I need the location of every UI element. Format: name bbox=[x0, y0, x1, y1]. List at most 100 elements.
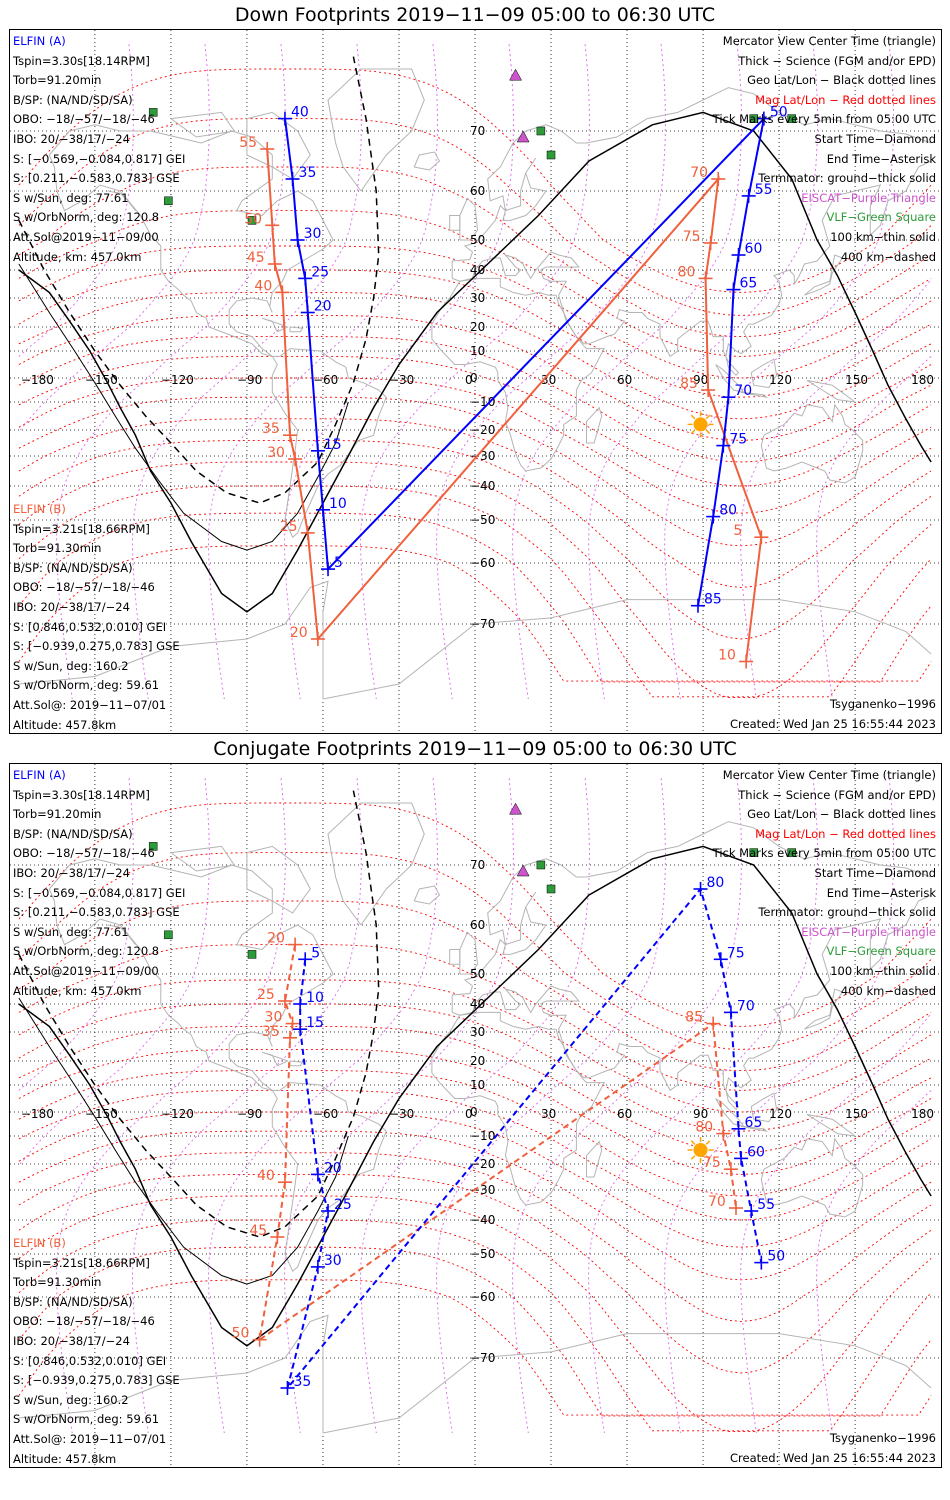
stations bbox=[148, 68, 796, 225]
mag-lat-line bbox=[18, 68, 932, 293]
lat-label: 30 bbox=[470, 291, 485, 305]
map-legend: Mercator View Center Time (triangle) Thic… bbox=[713, 32, 936, 267]
legend-entry: EISCAT−Purple Triangle bbox=[801, 924, 936, 939]
legend-entry: Thick − Science (FGM and/or EPD) bbox=[738, 787, 936, 802]
lat-label: −50 bbox=[470, 513, 495, 527]
stations bbox=[148, 802, 796, 959]
info-line: IBO: 20/−38/17/−24 bbox=[13, 131, 130, 146]
down-panel-title: Down Footprints 2019−11−09 05:00 to 06:3… bbox=[234, 4, 716, 26]
coastline bbox=[741, 1125, 768, 1133]
lat-label: 40 bbox=[470, 263, 485, 277]
lon-label: −120 bbox=[161, 373, 194, 387]
model-label: Tsyganenko−1996 bbox=[829, 697, 936, 711]
mag-lon-line bbox=[664, 778, 895, 1434]
coastline bbox=[452, 894, 932, 1111]
conjugate-map-canvas: −180 −150 −120 −90 −60 −30 0 30 60 90 120 150 180706… bbox=[10, 764, 941, 1467]
tick-label: 80 bbox=[707, 875, 725, 891]
map-legend: Mercator View Center Time (triangle) Thic… bbox=[713, 766, 936, 1001]
lat-label: 70 bbox=[470, 124, 485, 138]
coastline bbox=[18, 1314, 329, 1433]
tick-label: 55 bbox=[239, 135, 257, 151]
mag-lon-line bbox=[436, 778, 666, 1434]
coastline bbox=[246, 845, 311, 914]
info-line: Tspin=3.30s[18.14RPM] bbox=[13, 53, 150, 68]
mag-lat-line bbox=[18, 1279, 932, 1416]
mag-lon-line bbox=[512, 778, 742, 1434]
mag-lat-line bbox=[18, 269, 932, 398]
info-line: S w/Sun, deg: 77.61 bbox=[13, 924, 129, 939]
coastline bbox=[431, 277, 606, 472]
mag-lon-line bbox=[208, 778, 438, 1434]
lat-label: −20 bbox=[470, 1157, 495, 1171]
sun-icon bbox=[687, 411, 714, 438]
info-line: S: [−0.569,−0.084,0.817] GEI bbox=[13, 151, 186, 166]
vlf-square-icon bbox=[546, 884, 556, 894]
info-line: Altitude, km: 457.0km bbox=[13, 249, 142, 264]
vlf-square-icon bbox=[536, 126, 546, 136]
lat-label: 0 bbox=[470, 371, 478, 385]
mag-lon-line bbox=[816, 356, 932, 700]
coastline bbox=[246, 111, 311, 180]
mag-lon-line bbox=[18, 778, 134, 1091]
mag-lon-line bbox=[816, 1090, 932, 1434]
lon-label: −180 bbox=[21, 373, 54, 387]
info-line: S w/OrbNorm, deg: 59.61 bbox=[13, 1412, 160, 1427]
tick-label: 85 bbox=[685, 1010, 703, 1026]
tick-label: 50 bbox=[232, 1326, 250, 1342]
coastline bbox=[48, 858, 387, 1273]
info-line: S w/Sun, deg: 160.2 bbox=[13, 1392, 129, 1407]
down-footprints-map: −180 −150 −120 −90 −60 −30 0 30 60 90 120 150 180 70 6… bbox=[9, 29, 942, 734]
tick-label: 50 bbox=[770, 105, 788, 121]
lat-label: −40 bbox=[470, 479, 495, 493]
info-line: Torb=91.20min bbox=[13, 73, 102, 88]
legend-entry: Terminator: ground−thick solid bbox=[758, 171, 936, 186]
mag-lon-line bbox=[360, 44, 590, 700]
coastline bbox=[18, 580, 329, 699]
mag-lon-line bbox=[19, 44, 210, 431]
tick-label: 25 bbox=[334, 1197, 352, 1213]
lat-label: 60 bbox=[470, 918, 485, 932]
legend-entry: Start Time−Diamond bbox=[814, 131, 936, 146]
info-line: Torb=91.30min bbox=[13, 541, 102, 556]
info-line: S w/OrbNorm, deg: 59.61 bbox=[13, 678, 160, 693]
coastline bbox=[289, 1060, 304, 1067]
mag-lat-line bbox=[18, 1246, 932, 1417]
lon-label: 90 bbox=[693, 1107, 708, 1121]
terminator bbox=[18, 56, 932, 613]
mag-lat-line bbox=[18, 396, 932, 547]
legend-entry: Start Time−Diamond bbox=[814, 865, 936, 880]
sun-ray bbox=[705, 414, 711, 420]
tick-label: 30 bbox=[304, 226, 322, 242]
info-line: Tspin=3.21s[18.66RPM] bbox=[13, 521, 150, 536]
mag-lon-line bbox=[284, 778, 514, 1434]
coastline bbox=[750, 358, 778, 389]
info-line: OBO: −18/−57/−18/−46 bbox=[13, 846, 155, 861]
lon-label: −60 bbox=[313, 1107, 338, 1121]
tick-label: 70 bbox=[708, 1194, 726, 1210]
elfin-b-track-line bbox=[266, 148, 763, 662]
coastlines bbox=[18, 802, 932, 1434]
lat-label: 30 bbox=[470, 1025, 485, 1039]
lon-label: 180 bbox=[911, 1107, 934, 1121]
mag-lon-line bbox=[588, 44, 819, 700]
legend-entry: Mag Lat/Lon − Red dotted lines bbox=[755, 826, 936, 841]
info-line: B/SP: (NA/ND/SD/SA) bbox=[13, 1294, 133, 1309]
mag-lon-line bbox=[55, 44, 286, 700]
lon-label: −180 bbox=[21, 1107, 54, 1121]
elfin-b-info: ELFIN (B) Tspin=3.21s[18.66RPM] Torb=91.30… bbox=[13, 500, 180, 733]
info-line: IBO: 20/−38/17/−24 bbox=[13, 599, 130, 614]
info-line: B/SP: (NA/ND/SD/SA) bbox=[13, 92, 133, 107]
mag-lat-line bbox=[18, 979, 932, 1113]
mag-lat-line bbox=[18, 1111, 932, 1248]
sun-ray bbox=[690, 1155, 696, 1160]
footprint-tracks: 5550454035302520707580855104035302520151… bbox=[239, 105, 788, 669]
lat-label: 70 bbox=[470, 858, 485, 872]
lat-label: −30 bbox=[470, 1183, 495, 1197]
eiscat-triangle-icon bbox=[516, 130, 530, 143]
lat-label: −60 bbox=[470, 1290, 495, 1304]
mag-lon-line bbox=[512, 44, 742, 700]
coastline bbox=[413, 885, 441, 905]
lon-label: −90 bbox=[237, 1107, 262, 1121]
tick-label: 30 bbox=[265, 1010, 283, 1026]
lon-label: 120 bbox=[769, 373, 792, 387]
